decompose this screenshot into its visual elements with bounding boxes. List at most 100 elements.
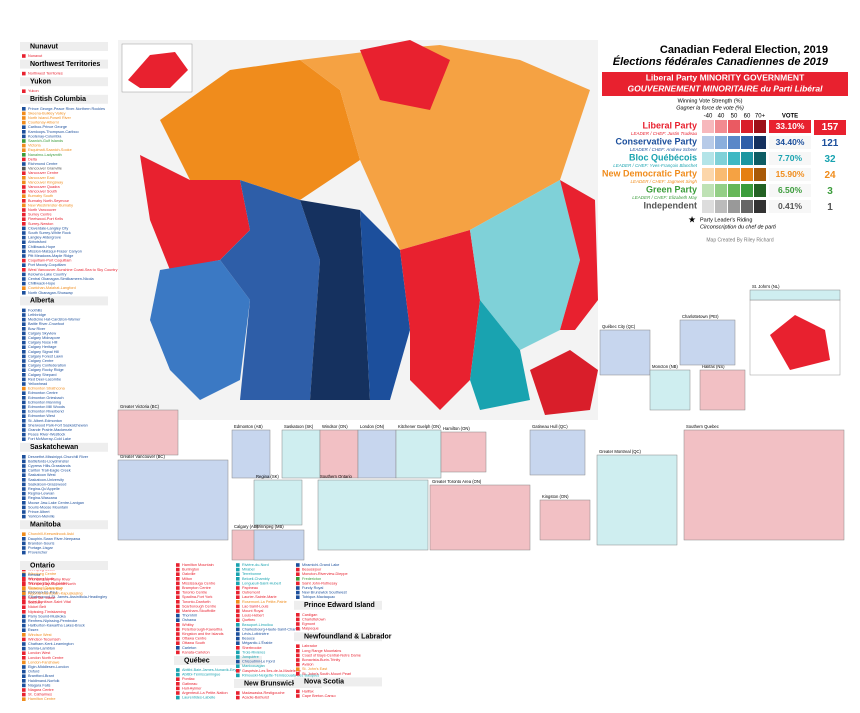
region xyxy=(530,350,598,415)
riding-marker xyxy=(22,89,26,93)
riding-name: Abbotsford xyxy=(28,240,46,244)
riding-name: Brampton Centre xyxy=(182,586,211,590)
riding-marker xyxy=(296,572,300,576)
riding-name: Gatineau xyxy=(182,682,197,686)
inset-frame xyxy=(319,429,359,479)
riding-name: Kingston and the Islands xyxy=(182,632,224,636)
riding-marker xyxy=(22,249,26,254)
riding-marker xyxy=(236,691,240,695)
riding-name: Cypress Hills-Grasslands xyxy=(28,464,71,468)
riding-name: Calgary Forest Lawn xyxy=(28,354,63,358)
riding-name: Mississauga Centre xyxy=(182,581,215,585)
riding-marker xyxy=(176,632,180,636)
riding-marker xyxy=(22,313,26,317)
riding-marker xyxy=(296,577,300,581)
riding-name: Vancouver East xyxy=(28,176,55,180)
riding-name: Pontiac xyxy=(182,677,195,681)
riding-name: Sault Ste. Marie xyxy=(28,596,55,600)
banner-line: Liberal Party MINORITY GOVERNMENT xyxy=(646,72,805,82)
riding-marker xyxy=(22,245,26,249)
star-icon: ★ xyxy=(688,214,696,224)
strength-swatch xyxy=(754,200,766,213)
inset-frame xyxy=(679,319,736,366)
inset-label: St. John's (NL) xyxy=(752,284,780,289)
riding-name: Beauséjour xyxy=(302,568,322,572)
riding-name: Calgary Rocky Ridge xyxy=(28,368,64,372)
province-header: New Brunswick xyxy=(244,680,296,687)
riding-name: St. John's South-Mount Pearl xyxy=(302,672,351,676)
riding-marker xyxy=(236,664,240,668)
riding-name: Courtenay-Alberni xyxy=(28,121,59,125)
riding-marker xyxy=(22,414,26,418)
riding-marker xyxy=(22,222,26,226)
vote-box xyxy=(769,152,811,165)
riding-marker xyxy=(22,363,26,368)
riding-marker xyxy=(236,632,240,636)
riding-marker xyxy=(22,125,26,129)
riding-marker xyxy=(22,199,26,203)
riding-name: Jonquière xyxy=(242,655,259,659)
riding-name: Burlington xyxy=(182,568,199,572)
riding-marker xyxy=(22,669,26,674)
riding-name: Winnipeg Centre xyxy=(28,572,56,576)
riding-marker xyxy=(22,482,26,487)
riding-marker xyxy=(176,686,180,691)
riding-name: Parry Sound-Muskoka xyxy=(28,614,66,618)
riding-name: Bow River xyxy=(28,327,46,331)
province-header-bg xyxy=(174,656,262,665)
inset-label: Kitchener Guelph (ON) xyxy=(398,424,441,429)
riding-marker xyxy=(236,595,240,599)
leader-note: Party Leader's Riding xyxy=(700,217,752,223)
seat-count: 157 xyxy=(822,122,839,133)
inset-label: Hamilton (ON) xyxy=(443,426,470,431)
riding-marker xyxy=(22,679,26,683)
riding-name: Surrey-Newton xyxy=(28,222,53,226)
riding-marker xyxy=(296,622,300,626)
riding-marker xyxy=(236,627,240,632)
strength-swatch xyxy=(715,200,727,213)
riding-name: Foothills xyxy=(28,308,42,312)
riding-name: South Surrey-White Rock xyxy=(28,231,71,235)
vote-box xyxy=(769,168,811,181)
party-leader: LEADER / CHEF: Andrew Scheer xyxy=(630,147,698,152)
region xyxy=(400,230,480,410)
riding-marker xyxy=(176,695,180,700)
riding-marker xyxy=(236,636,240,641)
riding-name: Port Moody-Coquitlam xyxy=(28,263,66,267)
riding-marker xyxy=(22,628,26,632)
riding-name: North Vancouver xyxy=(28,208,57,212)
strength-swatch xyxy=(702,168,714,181)
riding-marker xyxy=(296,694,300,698)
riding-name: Ottawa Centre xyxy=(182,637,206,641)
riding-name: Vancouver South xyxy=(28,190,57,194)
riding-name: Mégantic-L'Érable xyxy=(242,640,272,645)
region xyxy=(300,45,590,250)
inset-frame xyxy=(599,329,651,376)
riding-name: Edmonton Mill Woods xyxy=(28,405,65,409)
riding-name: Oshawa xyxy=(182,618,197,622)
riding-marker xyxy=(22,373,26,377)
inset-frame xyxy=(395,429,442,479)
inset-frame xyxy=(596,454,678,546)
riding-marker xyxy=(22,582,26,586)
riding-name: New Brunswick Southwest xyxy=(302,591,348,595)
region xyxy=(470,180,580,350)
riding-name: Sarnia-Lambton xyxy=(28,647,55,651)
strength-swatch xyxy=(728,168,740,181)
riding-marker xyxy=(22,591,26,596)
riding-marker xyxy=(296,626,300,631)
riding-marker xyxy=(22,176,26,180)
riding-marker xyxy=(22,162,26,166)
riding-name: Calgary Shepard xyxy=(28,373,57,377)
riding-name: Fredericton xyxy=(302,577,321,581)
riding-marker xyxy=(22,423,26,428)
riding-name: Cardigan xyxy=(302,613,317,617)
vote-share: 33.10% xyxy=(776,121,805,131)
riding-marker xyxy=(22,111,26,116)
riding-marker xyxy=(22,642,26,646)
riding-marker xyxy=(22,336,26,340)
riding-marker xyxy=(296,563,300,567)
riding-marker xyxy=(22,432,26,437)
riding-marker xyxy=(22,354,26,359)
